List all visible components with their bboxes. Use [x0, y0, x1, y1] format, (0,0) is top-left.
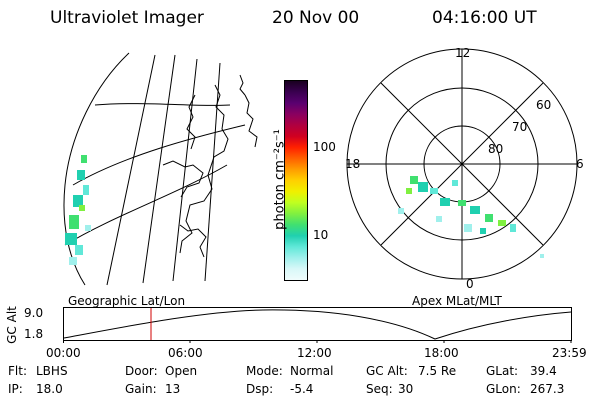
altitude-xtick-1200: 12:00	[297, 346, 332, 360]
altitude-ymax-label: 9.0	[24, 306, 44, 320]
altitude-xtick-0600: 06:00	[168, 346, 203, 360]
polar-aurora-emission	[398, 176, 544, 258]
altitude-xtick-0000: 00:00	[46, 346, 81, 360]
geographic-label: Geographic Lat/Lon	[68, 294, 186, 308]
altitude-plot	[63, 307, 572, 343]
glat-key: GLat:	[486, 364, 519, 378]
colorbar-tick-100: 100	[313, 140, 336, 154]
mlat-label-80: 80	[488, 142, 504, 156]
altitude-curve	[63, 309, 572, 340]
dsp-key: Dsp:	[246, 382, 274, 396]
door-key: Door:	[125, 364, 158, 378]
gcalt-value: 7.5 Re	[418, 364, 457, 378]
glat-value: 39.4	[530, 364, 557, 378]
gain-value: 13	[165, 382, 181, 396]
instrument-title: Ultraviolet Imager	[50, 8, 204, 28]
mlt-label-18: 18	[345, 157, 361, 171]
colorbar-tick-10: 10	[313, 228, 329, 242]
glon-key: GLon:	[486, 382, 521, 396]
colorbar	[284, 80, 308, 281]
door-value: Open	[165, 364, 198, 378]
altitude-xtick-2359: 23:59	[552, 346, 587, 360]
mlt-label-6: 6	[576, 157, 584, 171]
ip-key: IP:	[8, 382, 23, 396]
altitude-axis-title: GC Alt	[5, 306, 19, 344]
filter-key: Flt:	[8, 364, 27, 378]
gain-key: Gain:	[125, 382, 157, 396]
mlt-label-12: 12	[455, 46, 471, 60]
glon-value: 267.3	[530, 382, 565, 396]
polar-plot	[346, 48, 578, 280]
time-label: 04:16:00 UT	[432, 8, 537, 28]
seq-value: 30	[398, 382, 414, 396]
mlat-label-70: 70	[512, 120, 528, 134]
geo-aurora-emission	[65, 155, 91, 265]
altitude-xtick-1800: 18:00	[424, 346, 459, 360]
colorbar-unit-label: photon cm⁻²s⁻¹	[272, 129, 288, 230]
mode-value: Normal	[290, 364, 334, 378]
seq-key: Seq:	[366, 382, 393, 396]
apex-label: Apex MLat/MLT	[412, 294, 502, 308]
date-label: 20 Nov 00	[272, 8, 360, 28]
geographic-map	[63, 52, 258, 286]
dsp-value: -5.4	[290, 382, 314, 396]
gcalt-key: GC Alt:	[366, 364, 408, 378]
altitude-ymin-label: 1.8	[24, 327, 44, 341]
filter-value: LBHS	[36, 364, 68, 378]
mode-key: Mode:	[246, 364, 283, 378]
mlat-label-60: 60	[536, 98, 552, 112]
ip-value: 18.0	[36, 382, 63, 396]
mlt-label-0: 0	[466, 277, 474, 291]
